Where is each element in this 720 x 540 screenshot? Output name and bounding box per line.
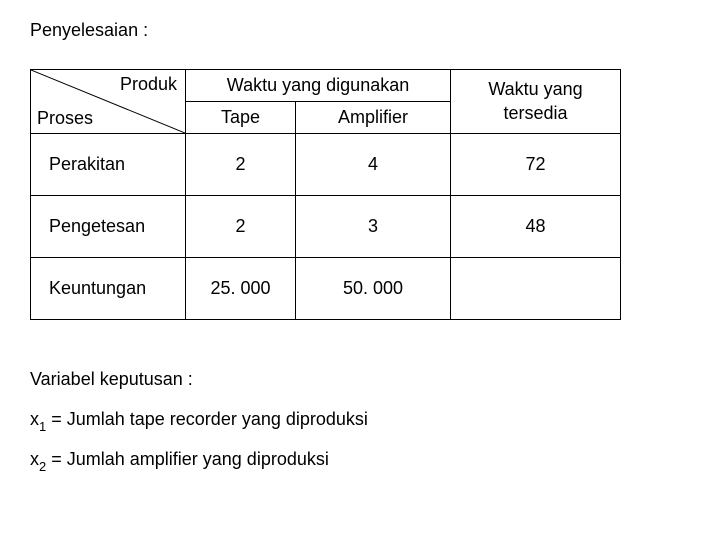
cell: 72 xyxy=(451,134,621,196)
notes-x1: x1 = Jumlah tape recorder yang diproduks… xyxy=(30,400,690,440)
x2-rest: = Jumlah amplifier yang diproduksi xyxy=(46,449,329,469)
cell: 2 xyxy=(186,196,296,258)
usage-header: Waktu yang digunakan xyxy=(186,70,451,102)
cell: 2 xyxy=(186,134,296,196)
table-row: Perakitan 2 4 72 xyxy=(31,134,621,196)
cell: 3 xyxy=(296,196,451,258)
x1-sub: 1 xyxy=(39,419,46,434)
x1-var: x xyxy=(30,409,39,429)
sub-col-tape: Tape xyxy=(186,102,296,134)
split-header-top: Produk xyxy=(120,74,177,95)
table-row: Keuntungan 25. 000 50. 000 xyxy=(31,258,621,320)
right-header-line2: tersedia xyxy=(503,103,567,123)
cell: 50. 000 xyxy=(296,258,451,320)
page-title: Penyelesaian : xyxy=(30,20,690,41)
cell: 4 xyxy=(296,134,451,196)
split-header-bottom: Proses xyxy=(37,108,93,129)
notes-x2: x2 = Jumlah amplifier yang diproduksi xyxy=(30,440,690,480)
cell: 48 xyxy=(451,196,621,258)
row-label: Keuntungan xyxy=(31,258,186,320)
x2-var: x xyxy=(30,449,39,469)
cell: 25. 000 xyxy=(186,258,296,320)
row-label: Perakitan xyxy=(31,134,186,196)
sub-col-amplifier: Amplifier xyxy=(296,102,451,134)
x2-sub: 2 xyxy=(39,459,46,474)
notes-block: Variabel keputusan : x1 = Jumlah tape re… xyxy=(30,360,690,480)
table-row: Pengetesan 2 3 48 xyxy=(31,196,621,258)
split-header-cell: Produk Proses xyxy=(31,70,186,134)
data-table: Produk Proses Waktu yang digunakan Waktu… xyxy=(30,69,621,320)
row-label: Pengetesan xyxy=(31,196,186,258)
notes-heading: Variabel keputusan : xyxy=(30,360,690,400)
x1-rest: = Jumlah tape recorder yang diproduksi xyxy=(46,409,368,429)
right-header-line1: Waktu yang xyxy=(488,79,582,99)
cell xyxy=(451,258,621,320)
right-header: Waktu yang tersedia xyxy=(451,70,621,134)
